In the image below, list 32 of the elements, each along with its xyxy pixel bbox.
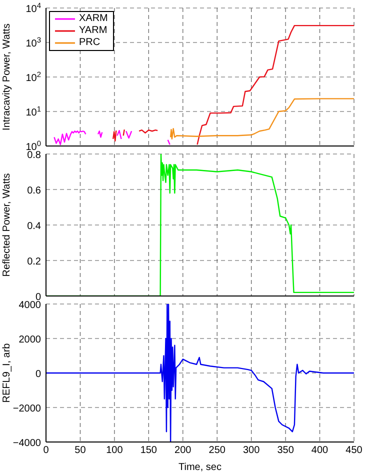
y-tick-label: 0 xyxy=(35,369,42,380)
y-tick-label: 0.8 xyxy=(27,150,42,161)
x-tick-label: 200 xyxy=(174,445,192,456)
x-tick-label: 350 xyxy=(277,445,294,456)
x-tick-label: 300 xyxy=(242,445,260,456)
line-series xyxy=(170,98,354,140)
x-tick-label: 150 xyxy=(140,445,158,456)
y-tick-label: −4000 xyxy=(12,438,42,449)
y-tick-label: 4000 xyxy=(18,300,42,311)
x-tick-label: 250 xyxy=(208,445,226,456)
y-tick-label: 10$^{3}$ xyxy=(26,35,41,50)
y-tick-label: 10$^{2}$ xyxy=(26,70,41,84)
legend-label: PRC xyxy=(79,37,100,49)
x-tick-label: 400 xyxy=(311,445,329,456)
y-tick-label: −2000 xyxy=(12,404,42,414)
y-tick-label: 0.4 xyxy=(27,221,42,232)
y-tick-label: 0.6 xyxy=(27,186,42,196)
legend-label: YARM xyxy=(79,25,108,37)
x-axis-title: Time, sec xyxy=(178,462,222,473)
y-tick-label: 10$^{4}$ xyxy=(26,0,41,15)
y-axis-title: Reflected Power, Watts xyxy=(2,173,13,277)
y-axis-title: REFL9_I, arb xyxy=(2,342,13,403)
x-tick-label: 450 xyxy=(346,445,363,456)
y-tick-label: 2000 xyxy=(18,334,42,346)
y-axis-title: Intracavity Power, Watts xyxy=(2,24,13,130)
line-series xyxy=(46,304,354,442)
x-tick-label: 100 xyxy=(106,445,124,456)
x-tick-label: 50 xyxy=(74,445,86,456)
y-tick-label: 10$^{1}$ xyxy=(26,104,41,118)
legend-label: XARM xyxy=(79,13,108,25)
x-tick-label: 0 xyxy=(43,445,50,456)
y-tick-label: 0.2 xyxy=(27,256,42,268)
